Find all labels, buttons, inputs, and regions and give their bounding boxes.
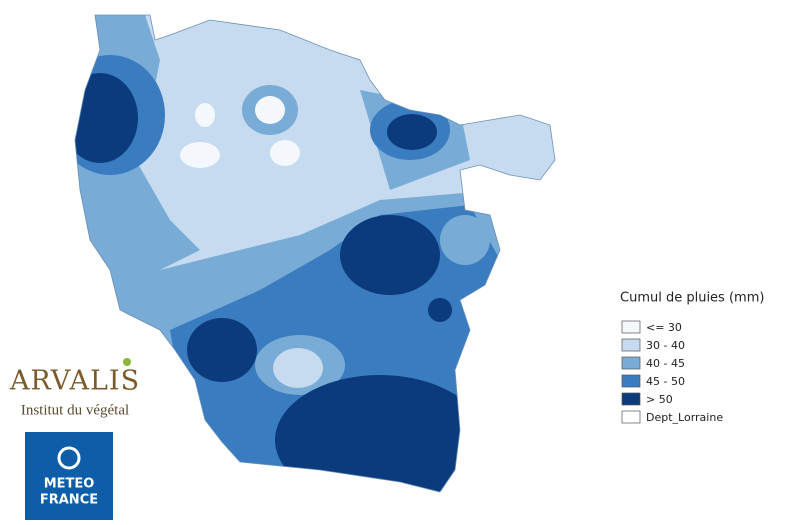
zone-over-50 — [387, 114, 437, 150]
zone-under-30 — [270, 140, 300, 166]
legend-swatch — [621, 392, 641, 406]
zone-40-45 — [440, 215, 490, 265]
meteo-icon — [57, 446, 81, 470]
legend: <= 30 30 - 40 40 - 45 45 - 50 > 50 Dept_Lorra… — [621, 320, 723, 424]
legend-label: <= 30 — [646, 321, 682, 334]
legend-label: 30 - 40 — [646, 339, 685, 352]
legend-swatch — [621, 410, 641, 424]
france-text: FRANCE — [40, 493, 98, 508]
legend-swatch — [621, 338, 641, 352]
zone-under-30 — [255, 96, 285, 124]
zone-over-50 — [428, 298, 452, 322]
zone-over-50 — [75, 73, 138, 163]
zone-under-30 — [195, 103, 215, 127]
zone-over-50 — [275, 375, 485, 492]
legend-swatch — [621, 356, 641, 370]
legend-title: Cumul de pluies (mm) — [620, 291, 764, 306]
legend-label: > 50 — [646, 393, 673, 406]
zone-30-40 — [273, 348, 323, 388]
legend-label: 40 - 45 — [646, 357, 685, 370]
legend-swatch — [621, 320, 641, 334]
arvalis-logo: ARVALIS — [9, 366, 140, 397]
legend-swatch — [621, 374, 641, 388]
arvalis-leaf — [123, 358, 131, 366]
zone-over-50 — [340, 215, 440, 295]
zone-under-30 — [180, 142, 220, 168]
dept-outline — [74, 14, 556, 493]
meteo-text: METEO — [44, 477, 95, 492]
arvalis-subtitle: Institut du végétal — [21, 402, 129, 418]
zone-over-50 — [187, 318, 257, 382]
legend-label: 45 - 50 — [646, 375, 685, 388]
legend-label: Dept_Lorraine — [646, 411, 723, 424]
